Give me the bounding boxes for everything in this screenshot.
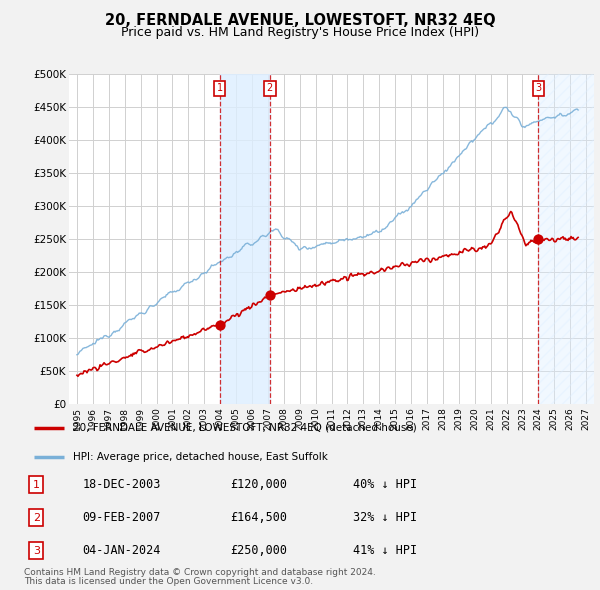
Text: 04-JAN-2024: 04-JAN-2024 bbox=[83, 544, 161, 557]
Text: £164,500: £164,500 bbox=[230, 511, 287, 525]
Text: £250,000: £250,000 bbox=[230, 544, 287, 557]
Text: £120,000: £120,000 bbox=[230, 478, 287, 491]
Text: 2: 2 bbox=[33, 513, 40, 523]
Text: 41% ↓ HPI: 41% ↓ HPI bbox=[353, 544, 418, 557]
Text: Contains HM Land Registry data © Crown copyright and database right 2024.: Contains HM Land Registry data © Crown c… bbox=[24, 568, 376, 576]
Text: 32% ↓ HPI: 32% ↓ HPI bbox=[353, 511, 418, 525]
Text: This data is licensed under the Open Government Licence v3.0.: This data is licensed under the Open Gov… bbox=[24, 577, 313, 586]
Text: 3: 3 bbox=[33, 546, 40, 556]
Text: 20, FERNDALE AVENUE, LOWESTOFT, NR32 4EQ: 20, FERNDALE AVENUE, LOWESTOFT, NR32 4EQ bbox=[104, 13, 496, 28]
Bar bbox=[220, 74, 270, 404]
Text: 09-FEB-2007: 09-FEB-2007 bbox=[83, 511, 161, 525]
Text: 2: 2 bbox=[266, 83, 273, 93]
Text: Price paid vs. HM Land Registry's House Price Index (HPI): Price paid vs. HM Land Registry's House … bbox=[121, 26, 479, 39]
Text: 1: 1 bbox=[217, 83, 223, 93]
Bar bbox=[538, 74, 600, 404]
Text: 20, FERNDALE AVENUE, LOWESTOFT, NR32 4EQ (detached house): 20, FERNDALE AVENUE, LOWESTOFT, NR32 4EQ… bbox=[73, 423, 416, 433]
Point bbox=[265, 291, 275, 300]
Point bbox=[533, 234, 543, 244]
Text: 18-DEC-2003: 18-DEC-2003 bbox=[83, 478, 161, 491]
Text: HPI: Average price, detached house, East Suffolk: HPI: Average price, detached house, East… bbox=[73, 452, 328, 462]
Text: 40% ↓ HPI: 40% ↓ HPI bbox=[353, 478, 418, 491]
Point bbox=[215, 320, 224, 330]
Text: 3: 3 bbox=[535, 83, 542, 93]
Text: 1: 1 bbox=[33, 480, 40, 490]
